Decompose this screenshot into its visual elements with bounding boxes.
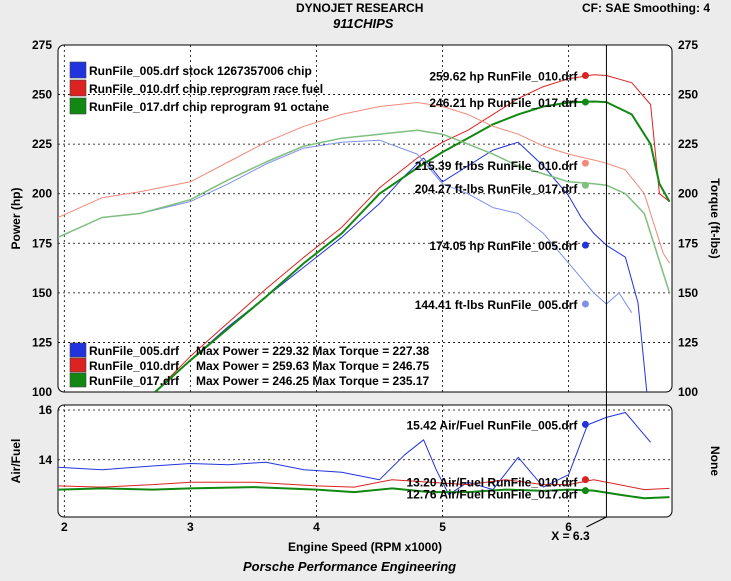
cursor-marker (581, 159, 589, 167)
y-axis-label: Power (hp) (9, 187, 23, 249)
cursor-readout: 246.21 hp RunFile_017.drf (429, 96, 578, 110)
cursor-readout: 259.62 hp RunFile_010.drf (429, 69, 578, 83)
cursor-marker (581, 241, 589, 249)
cursor-readout: 144.41 ft-lbs RunFile_005.drf (415, 298, 579, 312)
cursor-readout: 174.05 hp RunFile_005.drf (429, 239, 578, 253)
air-fuel-plot-area (57, 404, 673, 518)
legend-swatch (69, 79, 87, 97)
x-axis-label: Engine Speed (RPM x1000) (288, 540, 442, 554)
y2-tick-label: 100 (678, 385, 698, 399)
cursor-readout: 204.27 ft-lbs RunFile_017.drf (415, 182, 579, 196)
legend-label: RunFile_017.drf chip reprogram 91 octane (89, 100, 329, 114)
af-y2-axis-label: None (708, 446, 722, 476)
summary-values: Max Power = 246.25 Max Torque = 235.17 (196, 374, 430, 388)
af-y-tick-label: 14 (39, 453, 53, 467)
footer-title: Porsche Performance Engineering (243, 559, 457, 574)
cursor-marker (581, 487, 589, 495)
af-series-group (58, 412, 670, 500)
cursor-readout: 215.39 ft-lbs RunFile_010.drf (415, 159, 579, 173)
y-tick-label: 200 (32, 187, 52, 201)
y2-axis-label: Torque (ft-lbs) (708, 178, 722, 258)
series-line (58, 102, 670, 264)
y-tick-label: 250 (32, 88, 52, 102)
correction-info: CF: SAE Smoothing: 4 (582, 1, 710, 15)
y-tick-label: 125 (32, 335, 52, 349)
cursor-label: X = 6.3 (551, 529, 590, 543)
summary-run: RunFile_010.drf (89, 359, 180, 373)
cursor-readout: 15.42 Air/Fuel RunFile_005.drf (406, 418, 578, 432)
af-series-line (58, 479, 670, 491)
cursor-marker (581, 71, 589, 79)
cursor-marker (581, 476, 589, 484)
x-tick-label: 2 (61, 520, 68, 534)
y-tick-label: 100 (32, 385, 52, 399)
cursor-marker (581, 181, 589, 189)
company-title: DYNOJET RESEARCH (296, 1, 424, 15)
af-series-line (58, 486, 670, 500)
y-tick-label: 225 (32, 137, 52, 151)
cursor-marker (581, 420, 589, 428)
y2-tick-label: 125 (678, 335, 698, 349)
main-series-group (58, 74, 671, 392)
vehicle-title: 911CHIPS (333, 16, 394, 31)
main-plot-area (57, 44, 673, 393)
series-line (154, 74, 670, 392)
legend-label: RunFile_005.drf stock 1267357006 chip (89, 64, 312, 78)
series-line (154, 100, 671, 392)
y2-tick-label: 200 (678, 187, 698, 201)
legend-swatch (69, 61, 87, 79)
x-tick-label: 6 (565, 520, 572, 534)
af-axis-label: Air/Fuel (9, 439, 23, 484)
summary-run: RunFile_017.drf (89, 374, 180, 388)
x-tick-label: 4 (313, 520, 320, 534)
summary-values: Max Power = 229.32 Max Torque = 227.38 (196, 344, 430, 358)
y2-tick-label: 250 (678, 88, 698, 102)
cursor-marker (581, 300, 589, 308)
air-fuel-panel: 2 3 4 5 6 14 16 Air/Fuel None Engine Speed (RPM x… (9, 403, 722, 554)
cursor-marker (581, 98, 589, 106)
cursor-readout: 12.76 Air/Fuel RunFile_017.drf (406, 488, 578, 502)
summary-swatch (69, 342, 87, 358)
af-y-tick-label: 16 (39, 403, 53, 417)
legend-swatch (69, 97, 87, 115)
y-tick-label: 175 (32, 236, 52, 250)
summary-run: RunFile_005.drf (89, 344, 180, 358)
y-tick-label: 275 (32, 38, 52, 52)
summary-swatch (69, 357, 87, 373)
summary-swatch (69, 372, 87, 388)
y-tick-label: 150 (32, 286, 52, 300)
series-line (58, 129, 671, 294)
y2-tick-label: 175 (678, 236, 698, 250)
legend-label: RunFile_010.drf chip reprogram race fuel (89, 82, 323, 96)
y2-tick-label: 225 (678, 137, 698, 151)
af-series-line (58, 412, 651, 496)
power-torque-panel: 100 100 125 125 150 150 175 175 200 200 225 225 250 2… (9, 38, 722, 399)
y2-tick-label: 275 (678, 38, 698, 52)
x-tick-label: 5 (439, 520, 446, 534)
chart-overlay: X = 6.3 259.62 hp RunFile_010.drf 246.21 h… (69, 45, 607, 543)
y2-tick-label: 150 (678, 286, 698, 300)
cursor-readout: 13.20 Air/Fuel RunFile_010.drf (406, 476, 578, 490)
x-tick-label: 3 (187, 520, 194, 534)
cursor-pointer (586, 516, 607, 528)
series-line (58, 139, 633, 313)
summary-values: Max Power = 259.63 Max Torque = 246.75 (196, 359, 430, 373)
